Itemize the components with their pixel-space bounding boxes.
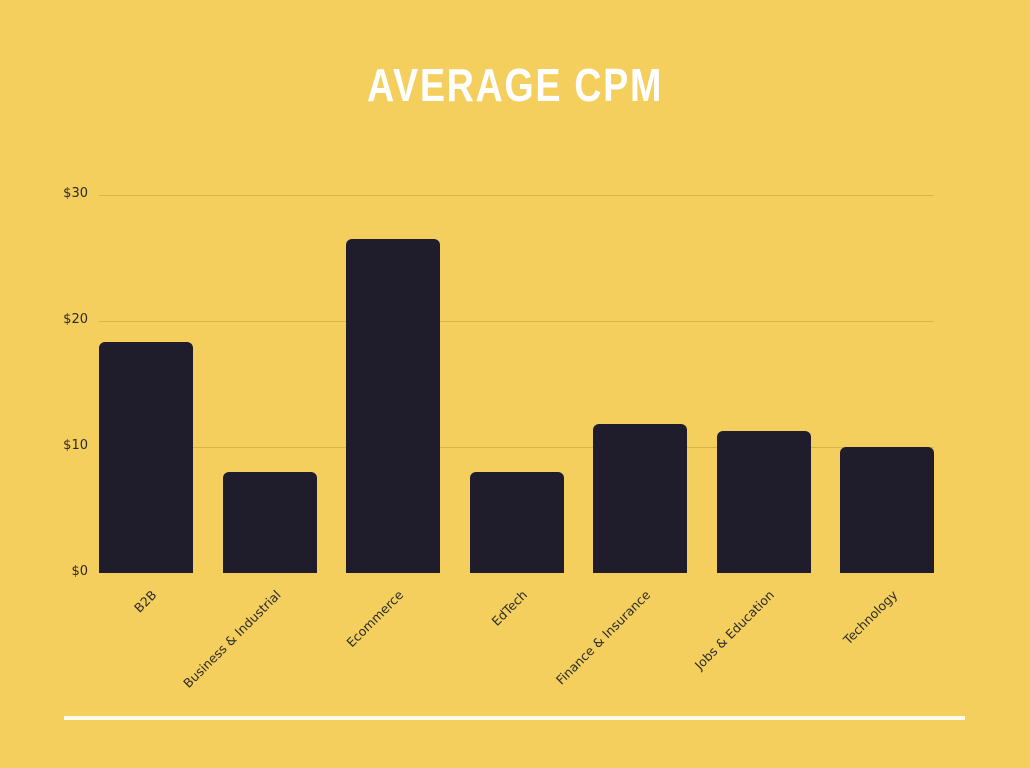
- chart-title: AVERAGE CPM: [366, 59, 664, 111]
- x-tick-label: Finance & Insurance: [552, 587, 654, 688]
- x-tick-label: EdTech: [488, 587, 530, 629]
- bar: [716, 430, 811, 573]
- gridline: [99, 321, 934, 322]
- bar: [222, 472, 317, 573]
- y-tick-label: $30: [63, 186, 88, 201]
- y-tick-label: $10: [63, 438, 88, 453]
- bar: [346, 239, 440, 573]
- y-tick-label: $0: [71, 564, 88, 579]
- x-tick-label: Technology: [840, 587, 901, 648]
- bar: [99, 342, 193, 573]
- x-tick-label: Ecommerce: [343, 587, 407, 651]
- bar: [840, 447, 934, 573]
- footer-divider: [64, 716, 965, 720]
- bar: [593, 424, 687, 573]
- x-tick-label: Business & Industrial: [179, 587, 284, 691]
- bar: [469, 472, 564, 573]
- y-tick-label: $20: [63, 312, 88, 327]
- gridline: [99, 195, 934, 196]
- x-tick-label: Jobs & Education: [691, 587, 777, 673]
- x-tick-label: B2B: [131, 587, 160, 616]
- gridline: [99, 447, 934, 448]
